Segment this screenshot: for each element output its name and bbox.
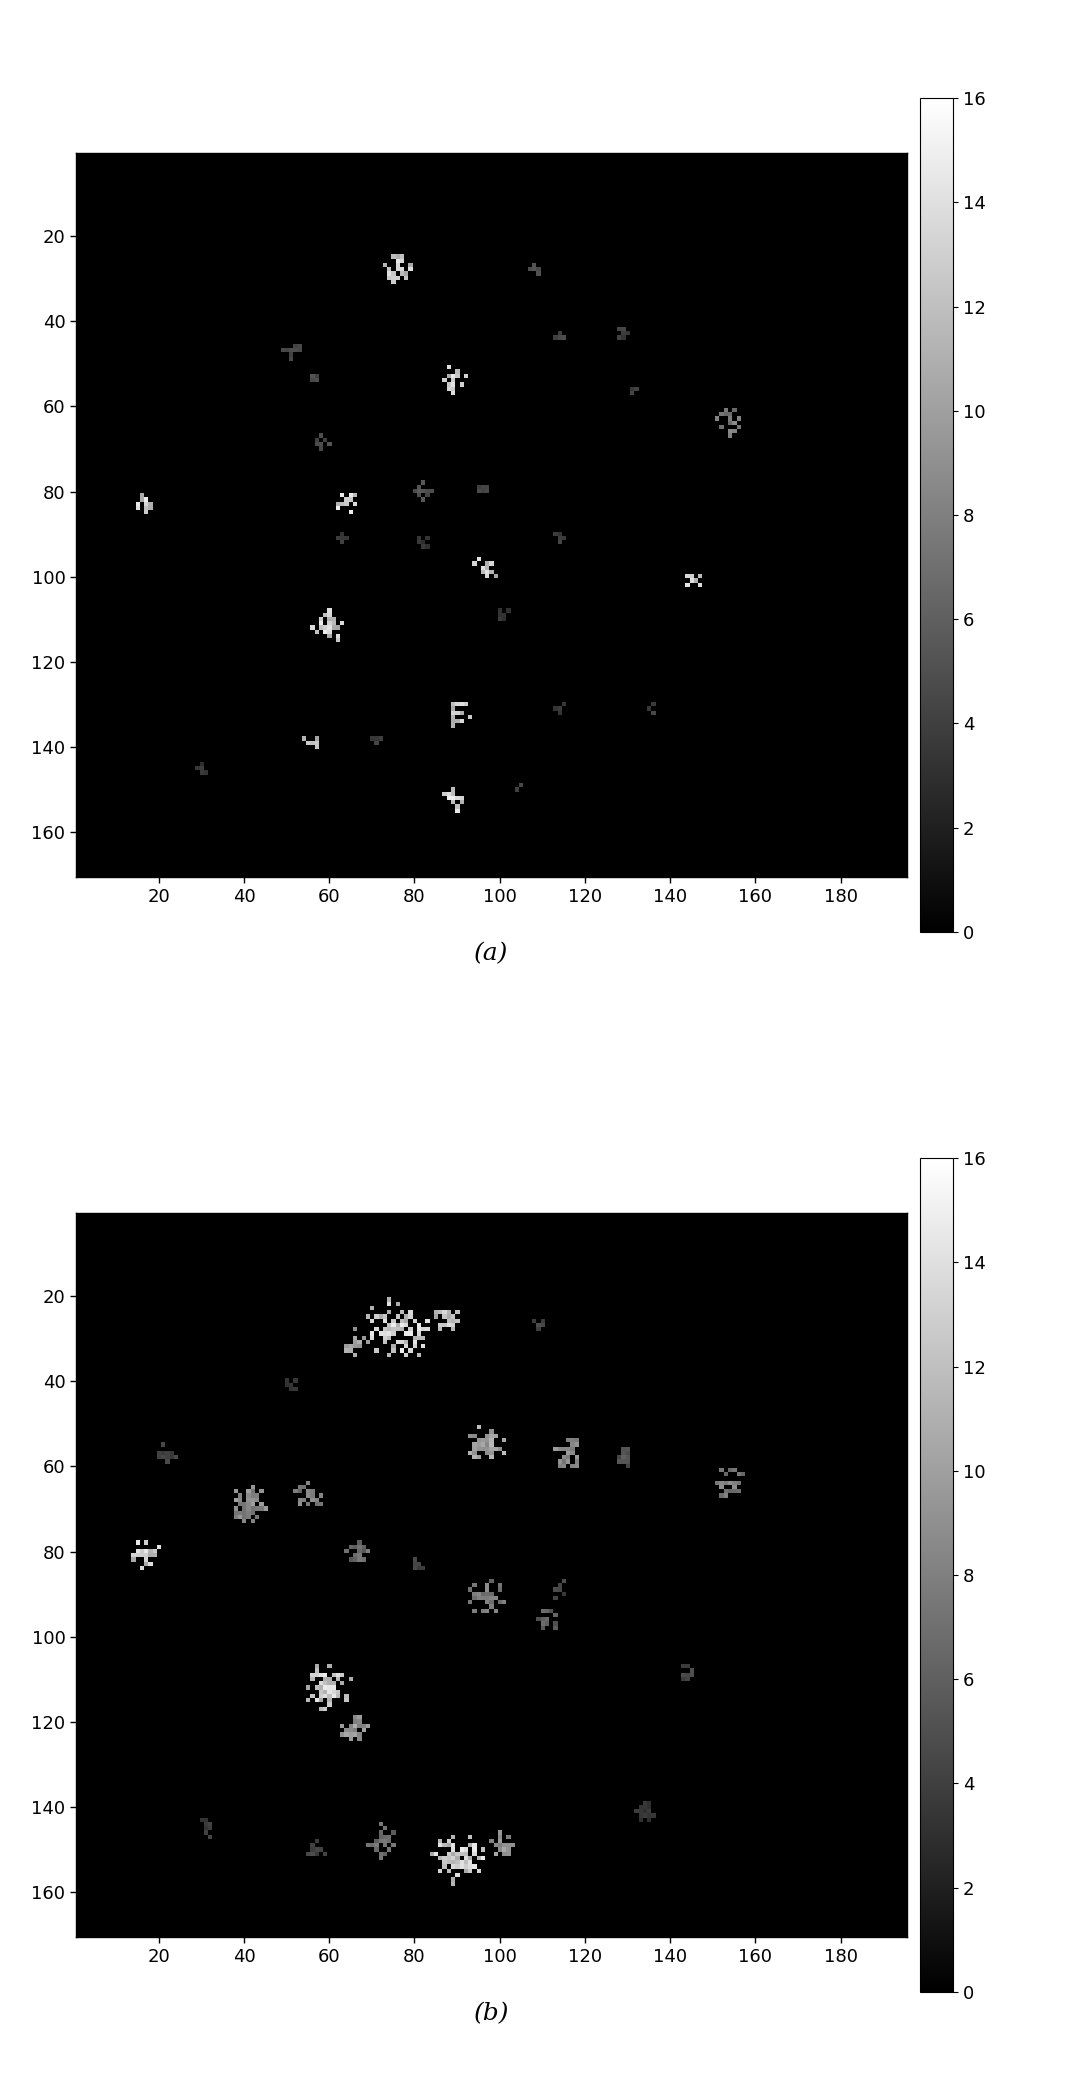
Text: (b): (b) <box>473 2002 509 2025</box>
Text: (a): (a) <box>474 943 508 966</box>
